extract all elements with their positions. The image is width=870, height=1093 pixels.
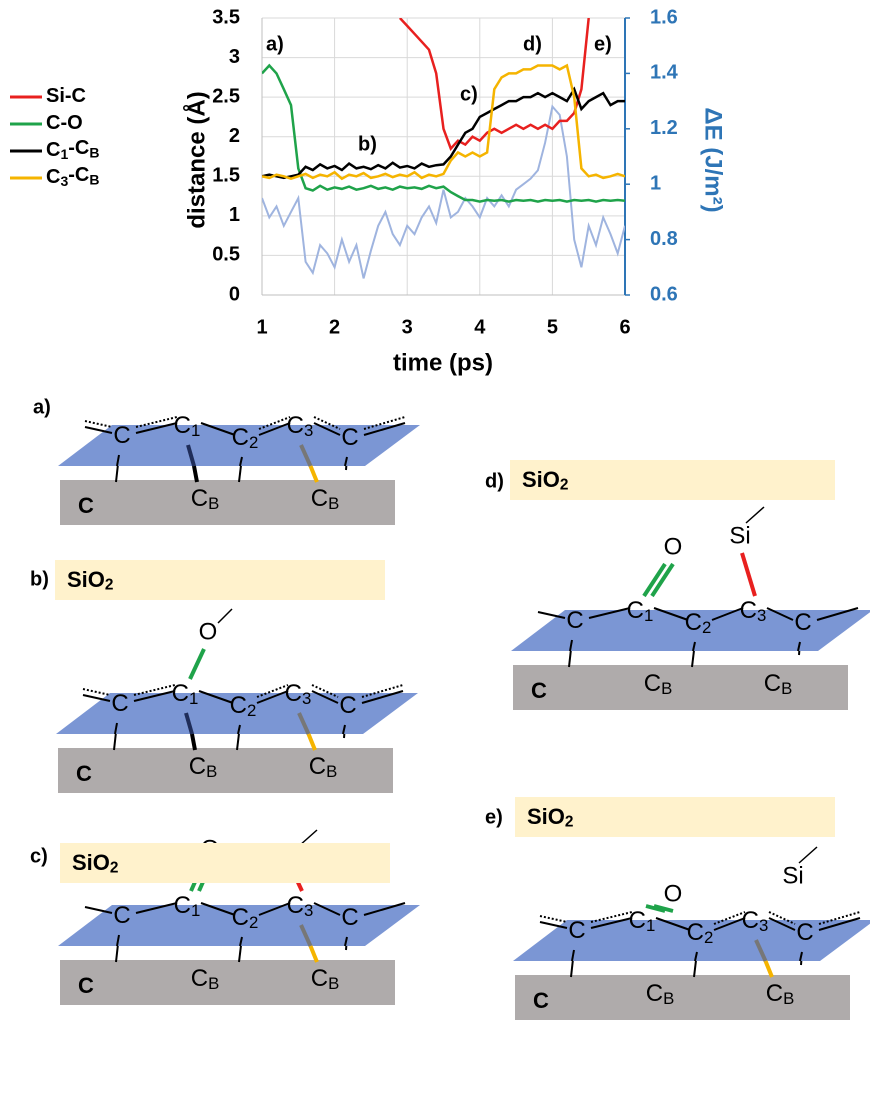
y-tick-label: 2.5: [212, 85, 240, 107]
y2-tick-label: 0.8: [650, 228, 678, 250]
bond-dotted: [83, 689, 110, 695]
adsorbate-label: O: [664, 533, 683, 560]
x-tick-label: 4: [474, 316, 486, 338]
panel-label: b): [30, 568, 49, 590]
adsorbate-label: Si: [729, 522, 750, 549]
x-tick-label: 5: [547, 316, 558, 338]
bond: [218, 609, 232, 623]
adsorbate-label: Si: [782, 862, 803, 889]
annotation: e): [594, 33, 612, 55]
atom-label: C: [113, 902, 130, 929]
atom-label: C: [568, 917, 585, 944]
atom-label: C1: [627, 597, 654, 625]
x-axis-label: time (ps): [393, 349, 493, 376]
atom-label: C3: [740, 597, 767, 625]
atom-label: C3: [287, 412, 314, 440]
panel-label: a): [33, 396, 51, 418]
annotation: b): [358, 133, 377, 155]
substrate: [513, 665, 848, 710]
x-tick-label: 3: [402, 316, 413, 338]
series-line: [400, 18, 589, 149]
substrate-label: C: [531, 678, 547, 703]
annotation: d): [523, 33, 542, 55]
atom-label: C: [113, 422, 130, 449]
substrate-label: C: [533, 988, 549, 1013]
y2-axis-label: ΔE (J/m²): [700, 107, 727, 212]
y-tick-label: 1: [229, 204, 240, 226]
legend-label: Si-C: [46, 85, 86, 107]
adsorbate-label: O: [664, 880, 683, 907]
leg-lower: [766, 961, 773, 977]
y-tick-label: 3: [229, 46, 240, 68]
y-tick-label: 1.5: [212, 165, 240, 187]
legend-label: C1-CB: [46, 137, 99, 161]
y-tick-label: 2: [229, 125, 240, 147]
x-tick-label: 2: [329, 316, 340, 338]
atom-label: C: [794, 609, 811, 636]
y2-tick-label: 1.2: [650, 117, 678, 139]
y2-tick-label: 1: [650, 172, 661, 194]
atom-label: C1: [174, 412, 201, 440]
figure: 1 2 3 4 5 6 0 0.5 1 1.5 2 2.5 3 3.5 0.6 0.8 1 1.2 1.4 1.6 ti…: [0, 0, 870, 1093]
bond-co: [190, 649, 204, 679]
legend-label: C-O: [46, 112, 83, 134]
atom-label: C3: [285, 680, 312, 708]
substrate: [58, 748, 393, 793]
bond: [799, 847, 817, 863]
atom-label: C: [796, 919, 813, 946]
panel: CCC1C2C3CCBCBO: [56, 609, 418, 793]
leg-lower: [311, 946, 318, 962]
atom-label: C3: [287, 892, 314, 920]
bond-dotted: [85, 421, 112, 427]
y-tick-label: 0: [229, 283, 240, 305]
annotation: c): [460, 83, 478, 105]
y2-tick-label: 0.6: [650, 283, 678, 305]
substrate-label: C: [78, 493, 94, 518]
atom-label: C: [566, 607, 583, 634]
atom-label: C: [339, 692, 356, 719]
y-tick-label: 0.5: [212, 244, 240, 266]
atom-label: C: [111, 690, 128, 717]
leg-lower: [194, 466, 197, 482]
x-tick-label: 6: [619, 316, 630, 338]
substrate-label: C: [78, 973, 94, 998]
y2-tick-label: 1.4: [650, 62, 679, 84]
panel-label: c): [30, 845, 48, 867]
substrate: [60, 480, 395, 525]
legend-label: C3-CB: [46, 164, 99, 188]
y-tick-label: 3.5: [212, 6, 240, 28]
x-tick-label: 1: [256, 316, 267, 338]
leg-lower: [311, 466, 318, 482]
atom-label: C1: [174, 892, 201, 920]
atom-label: C: [341, 904, 358, 931]
adsorbate-label: O: [199, 618, 218, 645]
substrate: [515, 975, 850, 1020]
atom-label: C3: [742, 907, 769, 935]
bond: [746, 507, 764, 523]
substrate-label: C: [76, 761, 92, 786]
bond-sic: [742, 553, 755, 596]
atom-label: C1: [172, 680, 199, 708]
panel: CCC1C2C3CCBCB: [58, 412, 420, 525]
y-axis-label: distance (Å): [182, 91, 210, 228]
annotation: a): [266, 33, 284, 55]
atom-label: C1: [629, 907, 656, 935]
panel-label: e): [485, 806, 503, 828]
bond-dotted: [540, 916, 567, 922]
atom-label: C: [341, 424, 358, 451]
y2-tick-label: 1.6: [650, 6, 678, 28]
series-line: [262, 89, 625, 178]
substrate: [60, 960, 395, 1005]
panel-label: d): [485, 470, 504, 492]
leg-lower: [192, 734, 195, 750]
leg-lower: [309, 734, 316, 750]
